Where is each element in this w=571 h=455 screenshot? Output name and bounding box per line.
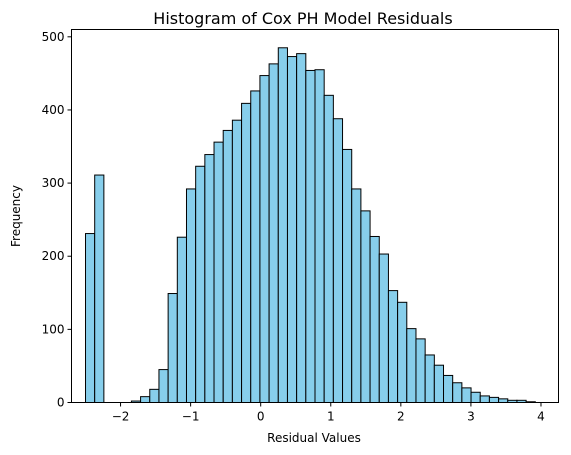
histogram-bar xyxy=(470,391,481,403)
histogram-bar xyxy=(387,290,399,404)
histogram-bar xyxy=(406,328,417,404)
x-tick-label: 1 xyxy=(327,410,335,424)
histogram-bar xyxy=(424,354,435,403)
x-tick-label: 3 xyxy=(467,410,475,424)
histogram-bar xyxy=(149,388,160,404)
histogram-bar xyxy=(268,63,279,403)
x-tick-label: 0 xyxy=(257,410,265,424)
x-tick-label: −1 xyxy=(182,410,200,424)
histogram-bar xyxy=(360,210,371,403)
histogram-bar xyxy=(241,102,252,404)
histogram-bar xyxy=(479,395,490,403)
histogram-bar xyxy=(185,188,197,403)
histogram-bar xyxy=(277,47,288,404)
histogram-bar xyxy=(195,165,206,403)
histogram-bar xyxy=(488,396,500,404)
histogram-bar xyxy=(204,154,215,403)
y-tick-label: 200 xyxy=(42,249,65,263)
histogram-bar xyxy=(296,53,307,404)
y-axis-label: Frequency xyxy=(9,185,23,247)
histogram-bar xyxy=(286,56,298,403)
chart-title: Histogram of Cox PH Model Residuals xyxy=(153,9,452,28)
histogram-bar xyxy=(94,174,105,403)
histogram-bar xyxy=(378,253,389,403)
histogram-bar xyxy=(397,301,408,404)
histogram-bar xyxy=(323,94,334,404)
histogram-bar xyxy=(158,369,169,403)
x-tick-label: 2 xyxy=(397,410,405,424)
x-axis-label: Residual Values xyxy=(267,431,361,445)
histogram-bar xyxy=(351,188,362,403)
histogram-bar xyxy=(231,119,243,404)
histogram-bar xyxy=(498,398,509,404)
bars-group xyxy=(85,47,536,404)
x-axis-ticks: −2 −1 0 1 2 3 4 xyxy=(112,402,545,424)
histogram-bar xyxy=(167,293,178,403)
plot-frame xyxy=(71,29,559,403)
histogram-bar xyxy=(369,235,380,403)
histogram-bar xyxy=(85,233,96,403)
x-tick-label: −2 xyxy=(112,410,130,424)
y-tick-label: 100 xyxy=(42,322,65,336)
histogram-bar xyxy=(213,141,224,403)
histogram-bar xyxy=(443,374,454,403)
y-axis-ticks: 0 100 200 300 400 500 xyxy=(42,30,72,410)
histogram-bar xyxy=(342,148,353,403)
histogram-bar xyxy=(452,382,463,403)
histogram-bar xyxy=(433,364,445,404)
histogram-bar xyxy=(305,69,316,404)
histogram-bar xyxy=(332,118,344,403)
histogram-bar xyxy=(250,90,261,403)
histogram-bar xyxy=(176,236,187,403)
histogram-bar xyxy=(140,396,151,403)
x-tick-label: 4 xyxy=(537,410,545,424)
histogram-bar xyxy=(259,75,270,403)
y-tick-label: 300 xyxy=(42,176,65,190)
histogram-bar xyxy=(314,69,325,403)
histogram-bar xyxy=(415,338,426,403)
y-tick-label: 0 xyxy=(57,396,65,410)
y-tick-label: 500 xyxy=(42,30,65,44)
histogram-bar xyxy=(222,129,233,403)
histogram-bar xyxy=(461,387,472,404)
y-tick-label: 400 xyxy=(42,103,65,117)
